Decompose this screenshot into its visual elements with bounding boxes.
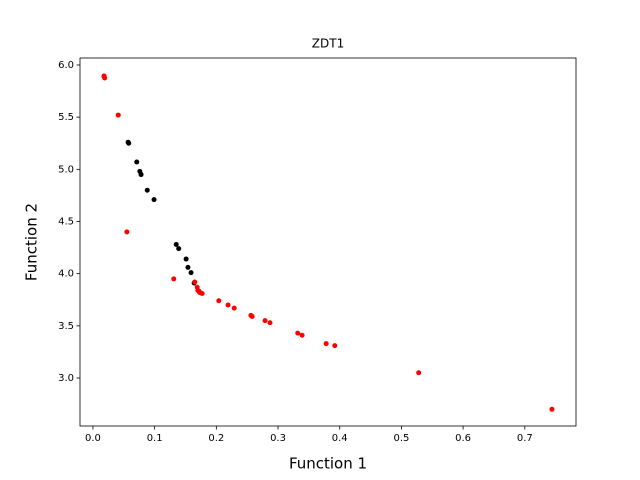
point — [323, 341, 329, 347]
point — [176, 246, 182, 252]
x-tick-label: 0.7 — [517, 433, 533, 444]
point — [199, 290, 205, 296]
y-tick-label: 3.0 — [58, 373, 74, 384]
x-tick-label: 0.6 — [455, 433, 471, 444]
point — [173, 241, 179, 247]
chart-title: ZDT1 — [312, 37, 344, 51]
point — [192, 279, 198, 285]
point — [115, 112, 121, 118]
y-tick-label: 5.0 — [58, 164, 74, 175]
point — [126, 140, 132, 146]
point — [225, 302, 231, 308]
plot-frame — [79, 57, 577, 427]
x-tick-label: 0.2 — [208, 433, 224, 444]
point — [332, 343, 338, 349]
point — [185, 264, 191, 270]
y-tick-label: 4.5 — [58, 216, 74, 227]
point — [144, 187, 150, 193]
point — [416, 370, 422, 376]
point — [102, 75, 108, 81]
x-tick-label: 0.3 — [270, 433, 286, 444]
point — [151, 197, 157, 203]
y-tick-label: 3.5 — [58, 321, 74, 332]
y-tick-label: 6.0 — [58, 60, 74, 71]
point — [124, 229, 130, 235]
point — [134, 159, 140, 165]
point — [249, 313, 255, 319]
point — [231, 305, 237, 311]
point — [549, 406, 555, 412]
point — [267, 320, 273, 326]
point — [183, 256, 189, 262]
y-tick-label: 4.0 — [58, 269, 74, 280]
point — [171, 276, 177, 282]
point — [188, 270, 194, 276]
point — [262, 318, 268, 324]
point — [138, 172, 144, 178]
x-axis-label: Function 1 — [289, 455, 367, 473]
point — [295, 330, 301, 336]
point — [299, 332, 305, 338]
x-tick-label: 0.4 — [332, 433, 348, 444]
x-tick-label: 0.0 — [85, 433, 101, 444]
x-tick-label: 0.1 — [147, 433, 163, 444]
y-tick-label: 5.5 — [58, 112, 74, 123]
point — [216, 298, 222, 304]
x-tick-label: 0.5 — [393, 433, 409, 444]
y-axis-label: Function 2 — [23, 203, 41, 281]
